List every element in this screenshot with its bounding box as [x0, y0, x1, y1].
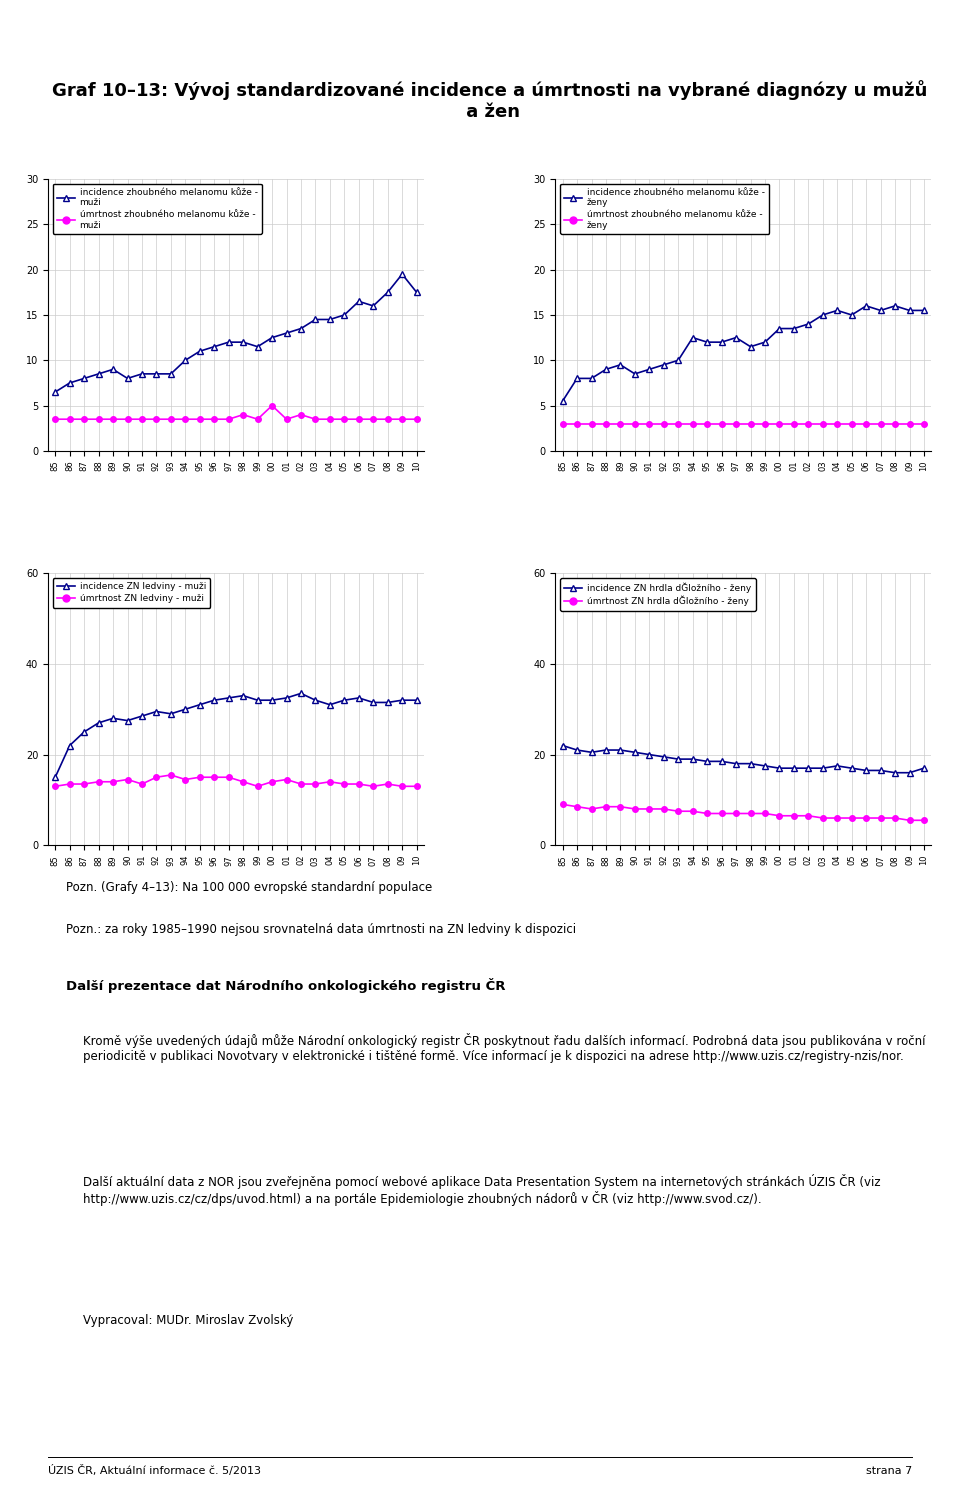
Text: Další prezentace dat Národního onkologického registru ČR: Další prezentace dat Národního onkologic… [65, 979, 505, 994]
Text: Vypracoval: MUDr. Miroslav Zvolský: Vypracoval: MUDr. Miroslav Zvolský [84, 1315, 294, 1327]
Text: Pozn.: za roky 1985–1990 nejsou srovnatelná data úmrtnosti na ZN ledviny k dispo: Pozn.: za roky 1985–1990 nejsou srovnate… [65, 923, 576, 937]
Legend: incidence ZN ledviny - muži, úmrtnost ZN ledviny - muži: incidence ZN ledviny - muži, úmrtnost ZN… [53, 578, 210, 608]
Text: ÚZIS ČR, Aktuální informace č. 5/2013: ÚZIS ČR, Aktuální informace č. 5/2013 [48, 1466, 261, 1476]
Text: Graf 10–13: Vývoj standardizované incidence a úmrtnosti na vybrané diagnózy u mu: Graf 10–13: Vývoj standardizované incide… [52, 81, 927, 121]
Legend: incidence zhoubného melanomu kůže -
muži, úmrtnost zhoubného melanomu kůže -
muž: incidence zhoubného melanomu kůže - muži… [53, 184, 262, 235]
Legend: incidence zhoubného melanomu kůže -
ženy, úmrtnost zhoubného melanomu kůže -
žen: incidence zhoubného melanomu kůže - ženy… [560, 184, 770, 235]
Text: Pozn. (Grafy 4–13): Na 100 000 evropské standardní populace: Pozn. (Grafy 4–13): Na 100 000 evropské … [65, 880, 432, 893]
Text: Další aktuální data z NOR jsou zveřejněna pomocí webové aplikace Data Presentati: Další aktuální data z NOR jsou zveřejněn… [84, 1174, 881, 1206]
Text: strana 7: strana 7 [866, 1466, 912, 1476]
Text: Kromě výše uvedených údajů může Národní onkologický registr ČR poskytnout řadu d: Kromě výše uvedených údajů může Národní … [84, 1034, 925, 1064]
Legend: incidence ZN hrdla dĞložního - ženy, úmrtnost ZN hrdla dĞložního - ženy: incidence ZN hrdla dĞložního - ženy, úmr… [560, 578, 756, 611]
